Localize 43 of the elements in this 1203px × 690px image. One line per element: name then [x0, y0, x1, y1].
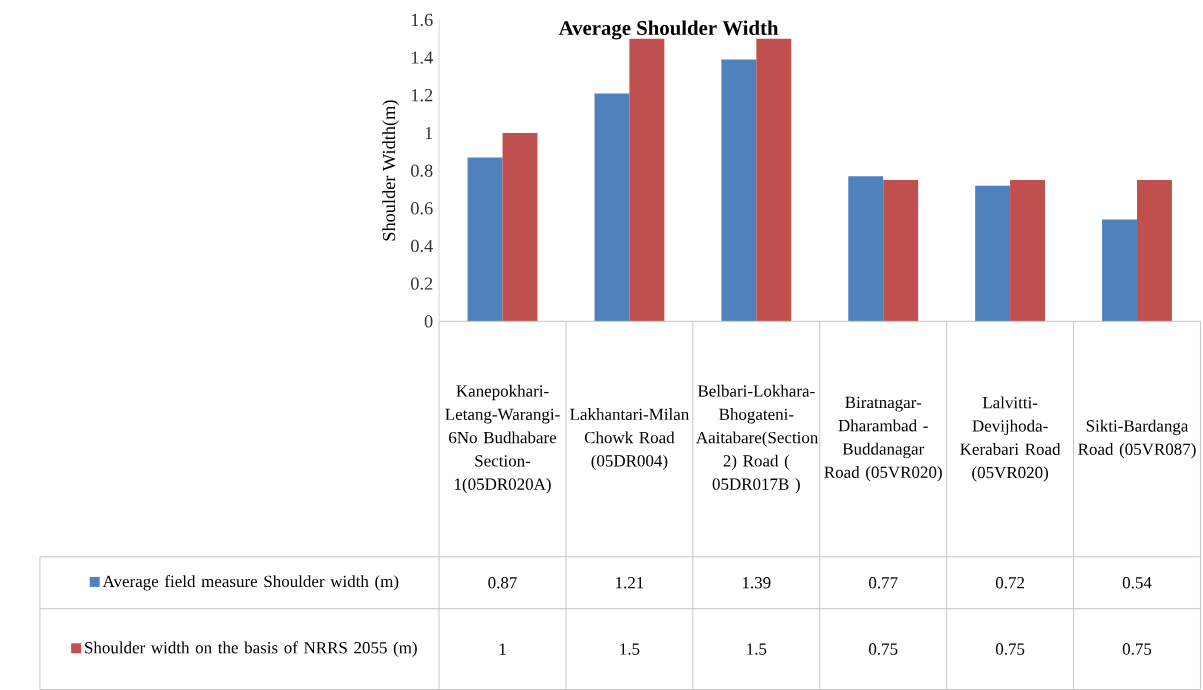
data-label: 0.54 [1122, 576, 1152, 589]
chart-title: Average Shoulder Width [558, 20, 779, 40]
data-label: 0.87 [488, 576, 517, 589]
data-label: 0.75 [995, 643, 1025, 655]
y-tick-label: 1.2 [411, 89, 433, 102]
y-tick-label: 1 [425, 126, 433, 139]
bar [848, 176, 884, 322]
y-axis-title: Shoulder Width(m) [382, 100, 399, 241]
y-tick-label: 0 [424, 315, 433, 328]
legend-label: Average field measure Shoulder width (m) [102, 574, 399, 591]
bar [594, 93, 630, 322]
bar [1102, 219, 1137, 322]
x-tick-label: Sikti-Bardanga Road (05VR087) [1078, 419, 1196, 459]
data-label: 0.75 [869, 643, 898, 655]
x-tick-label: Belbari-Lokhara-Bhogateni-Aaitabare(Section 2) Road ( 05DR017B ) [696, 384, 819, 494]
bar [629, 38, 665, 322]
bar [502, 132, 538, 322]
bar [1137, 180, 1172, 322]
x-tick-label: Biratnagar-Dharambad - Buddanagar Road (05VR020) [824, 396, 942, 482]
x-tick-label: Lalvitti-Devijhoda-Kerabari Road (05VR020) [960, 396, 1061, 482]
y-tick-label: 0.2 [411, 277, 433, 290]
data-label: 0.75 [1122, 643, 1152, 655]
y-tick-label: 0.6 [411, 202, 433, 215]
x-tick-label: Kanepokhari-Letang-Warangi-6No Budhabare Section-1(05DR020A) [445, 384, 560, 494]
bar [756, 38, 792, 322]
bar [1010, 180, 1046, 322]
x-tick-label: Lakhantari-Milan Chowk Road (05DR004) [570, 408, 689, 471]
legend-label: Shoulder width on the basis of NRRS 2055 (m) [85, 641, 417, 657]
y-tick-label: 1.6 [411, 13, 433, 27]
data-label: 0.77 [869, 576, 898, 589]
data-label: 1.39 [742, 577, 771, 589]
data-label: 1 [499, 643, 506, 655]
y-tick-label: 0.4 [411, 239, 433, 253]
y-tick-label: 0.8 [411, 164, 433, 177]
bar [721, 59, 757, 322]
data-label: 1.5 [747, 643, 767, 655]
data-label: 1.21 [616, 577, 644, 589]
bar [467, 157, 503, 322]
bar [883, 180, 919, 322]
y-tick-label: 1.4 [411, 51, 433, 64]
bar [975, 185, 1011, 322]
data-label: 0.72 [995, 576, 1025, 589]
data-label: 1.5 [620, 643, 640, 655]
